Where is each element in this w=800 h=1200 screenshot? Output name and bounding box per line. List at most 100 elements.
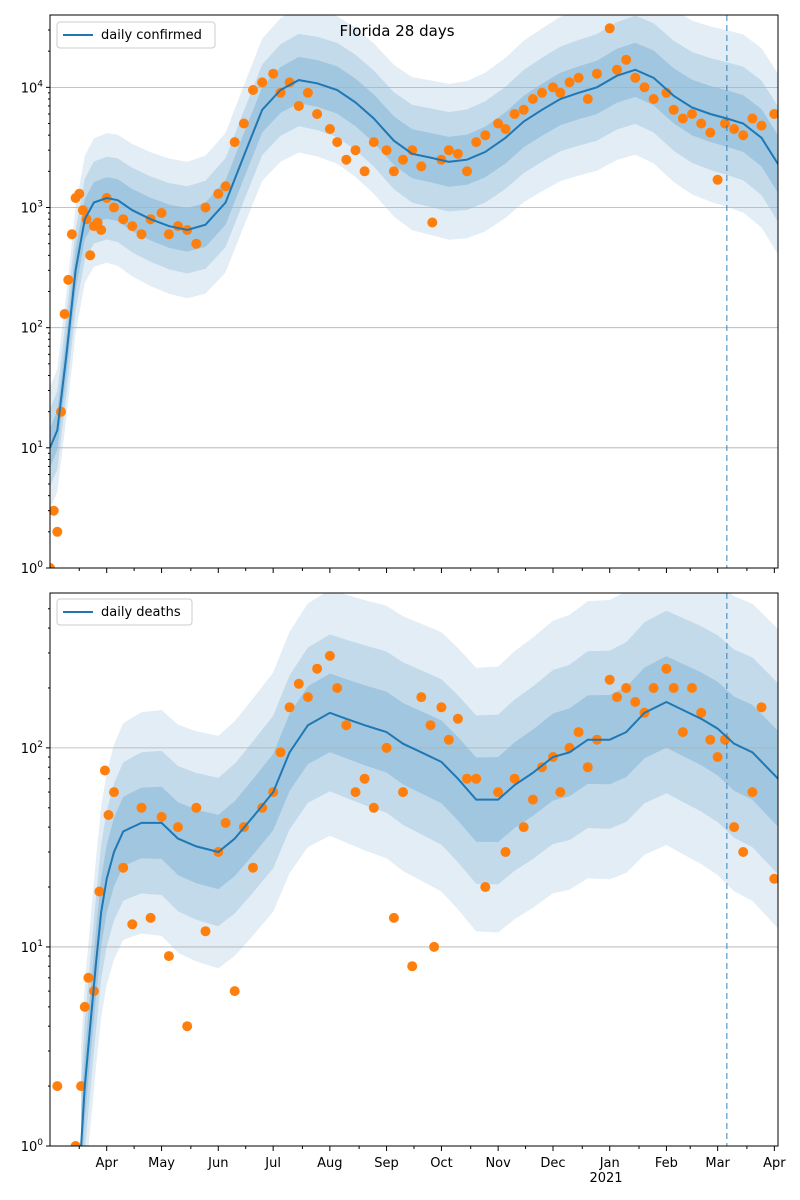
confirmed-point xyxy=(564,77,575,88)
confirmed-point xyxy=(220,181,231,192)
deaths-ytick-label: 101 xyxy=(21,939,43,956)
confirmed-title: Florida 28 days xyxy=(339,22,454,40)
confirmed-point xyxy=(604,23,615,34)
confirmed-legend-label: daily confirmed xyxy=(101,28,202,43)
deaths-ytick-label: 100 xyxy=(21,1138,44,1155)
confirmed-point xyxy=(630,72,641,83)
deaths-point xyxy=(769,873,778,884)
deaths-point xyxy=(127,919,138,930)
confirmed-point xyxy=(555,87,566,98)
deaths-point xyxy=(103,810,114,820)
deaths-point xyxy=(156,811,167,822)
confirmed-point xyxy=(612,64,622,75)
confirmed-point xyxy=(257,77,268,88)
deaths-line-group xyxy=(80,700,778,1146)
deaths-point xyxy=(257,802,268,813)
deaths-point xyxy=(500,847,511,857)
deaths-point xyxy=(612,692,622,703)
deaths-point xyxy=(648,683,659,693)
deaths-point xyxy=(696,707,707,718)
confirmed-point xyxy=(59,309,70,319)
confirmed-point xyxy=(324,124,335,134)
confirmed-point xyxy=(50,563,55,568)
deaths-xtick-label: Jan xyxy=(599,1156,620,1171)
confirmed-point xyxy=(500,124,511,134)
deaths-point xyxy=(83,972,94,983)
deaths-legend-box xyxy=(56,598,193,626)
confirmed-point xyxy=(480,130,491,141)
deaths-xtick-label: May xyxy=(148,1156,175,1171)
confirmed-ytick-label: 101 xyxy=(21,440,43,457)
deaths-point xyxy=(582,762,593,773)
confirmed-point xyxy=(509,109,520,119)
confirmed-point xyxy=(705,127,716,138)
deaths-point xyxy=(729,822,740,833)
deaths-point xyxy=(293,678,304,689)
deaths-point xyxy=(398,787,408,798)
confirmed-point xyxy=(56,406,66,417)
confirmed-y-axis: 100 101 102 103 104 xyxy=(21,29,50,577)
deaths-point xyxy=(200,926,211,937)
deaths-point xyxy=(480,882,491,892)
confirmed-point xyxy=(729,124,740,134)
deaths-xtick-label: Apr xyxy=(95,1156,118,1171)
confirmed-point xyxy=(621,54,632,65)
confirmed-point xyxy=(127,221,138,232)
deaths-point xyxy=(381,742,392,753)
deaths-point xyxy=(677,727,688,738)
deaths-point xyxy=(555,787,566,798)
confirmed-point xyxy=(537,87,547,98)
confirmed-point xyxy=(769,109,778,119)
deaths-xtick-label: Feb xyxy=(655,1156,678,1171)
confirmed-point xyxy=(471,137,482,148)
deaths-xtick-label: Mar xyxy=(705,1156,730,1171)
confirmed-point xyxy=(213,188,224,199)
confirmed-band-1 xyxy=(50,15,778,487)
confirmed-point xyxy=(66,229,77,240)
deaths-point xyxy=(756,702,767,713)
deaths-points xyxy=(52,650,778,1146)
deaths-point xyxy=(173,822,183,833)
confirmed-point xyxy=(712,174,723,185)
deaths-point xyxy=(145,912,156,923)
deaths-point xyxy=(70,1141,81,1146)
confirmed-point xyxy=(85,250,96,261)
confirmed-point xyxy=(359,166,370,177)
confirmed-point xyxy=(302,87,313,98)
deaths-xtick-label: Jul xyxy=(264,1156,281,1171)
deaths-point xyxy=(275,747,286,758)
confirmed-point xyxy=(756,120,767,131)
deaths-point xyxy=(302,692,313,703)
deaths-point xyxy=(462,773,472,784)
confirmed-point xyxy=(118,214,129,225)
confirmed-point xyxy=(518,104,529,115)
deaths-point xyxy=(163,951,174,962)
confirmed-point xyxy=(381,145,392,156)
confirmed-point xyxy=(200,202,211,213)
confirmed-point xyxy=(639,82,650,93)
confirmed-point xyxy=(677,113,688,124)
confirmed-point xyxy=(238,118,249,129)
confirmed-line-group xyxy=(50,68,778,449)
confirmed-ytick-label: 100 xyxy=(21,560,44,577)
confirmed-point xyxy=(92,217,103,228)
confirmed-grid xyxy=(50,86,778,449)
deaths-point xyxy=(341,720,352,731)
deaths-point xyxy=(109,787,119,798)
deaths-point xyxy=(429,941,440,952)
deaths-legend-label: daily deaths xyxy=(101,605,181,620)
confirmed-point xyxy=(63,274,74,285)
deaths-point xyxy=(136,802,147,813)
confirmed-point xyxy=(109,202,119,213)
confirmed-point xyxy=(493,118,504,129)
deaths-year-label: 2021 xyxy=(589,1171,622,1186)
deaths-line xyxy=(80,700,778,1146)
deaths-point xyxy=(668,683,679,693)
confirmed-point xyxy=(398,154,408,165)
deaths-band-2 xyxy=(81,656,778,1146)
deaths-point xyxy=(79,1001,90,1012)
deaths-point xyxy=(509,773,520,784)
deaths-point xyxy=(425,720,436,731)
confirmed-point xyxy=(156,208,167,218)
